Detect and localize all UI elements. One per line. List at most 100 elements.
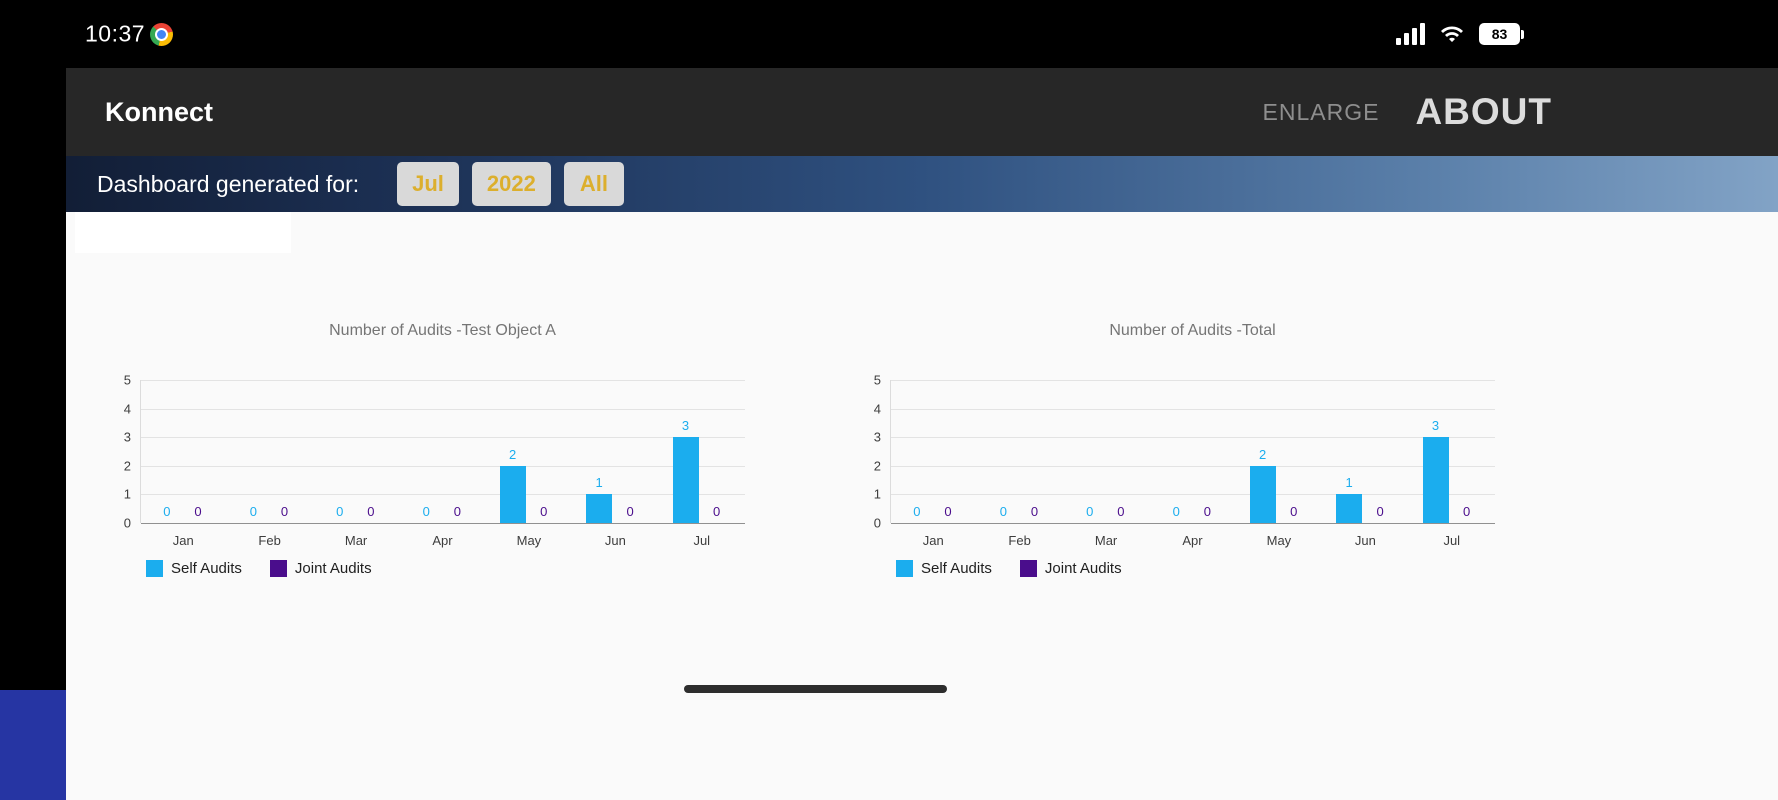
joint-audits-value-label: 0 (712, 504, 721, 519)
self-audits-value-label: 0 (1086, 504, 1094, 519)
x-axis-label: May (1266, 533, 1292, 548)
legend-item-self-audits[interactable]: Self Audits (896, 560, 992, 577)
enlarge-button[interactable]: ENLARGE (1262, 98, 1380, 125)
y-axis-tick: 5 (123, 372, 131, 388)
y-axis-tick: 1 (123, 486, 131, 502)
x-axis-baseline (891, 523, 1495, 524)
gridline (141, 494, 745, 496)
status-bar: 10:37 83 (0, 0, 1778, 68)
gridline (891, 465, 1495, 467)
joint-audits-value-label: 0 (626, 504, 634, 519)
legend-swatch (146, 560, 163, 577)
self-audits-bar[interactable] (1422, 437, 1449, 523)
y-axis: 0 1 2 3 4 5 (860, 373, 890, 531)
gridline (141, 380, 745, 381)
plot-area: 0 0 0 0 0 0 0 0 2 0 1 0 3 0 (140, 380, 745, 524)
x-axis-label: Apr (1182, 533, 1203, 548)
chart-body: 0 1 2 3 4 5 0 0 0 0 0 0 0 0 2 0 1 0 3 0 (860, 373, 1540, 531)
y-axis-tick: 4 (123, 401, 131, 417)
joint-audits-value-label: 0 (944, 504, 952, 519)
scope-filter-button[interactable]: All (563, 162, 624, 206)
self-audits-value-label: 3 (1431, 418, 1440, 434)
filter-bar-label: Dashboard generated for: (97, 170, 360, 197)
year-filter-button[interactable]: 2022 (471, 162, 551, 206)
joint-audits-value-label: 0 (1290, 504, 1298, 519)
chart-audits-total: Number of Audits -Total 0 1 2 3 4 5 0 0 0 0 0 0 0 0 2… (860, 320, 1540, 577)
wifi-icon (1438, 22, 1466, 46)
joint-audits-value-label: 0 (540, 504, 548, 519)
clock-label: 10:37 (85, 20, 146, 47)
joint-audits-value-label: 0 (194, 504, 202, 519)
legend-label: Self Audits (171, 560, 242, 577)
self-audits-value-label: 0 (422, 504, 430, 519)
gridline (141, 408, 745, 410)
x-axis-label: Jan (922, 533, 944, 548)
home-indicator[interactable] (684, 685, 947, 693)
y-axis-tick: 0 (873, 515, 881, 531)
plot-area: 0 0 0 0 0 0 0 0 2 0 1 0 3 0 (890, 380, 1495, 524)
x-axis: Jan Feb Mar Apr May Jun Jul (890, 528, 1495, 550)
battery-percent-label: 83 (1491, 26, 1508, 42)
y-axis-tick: 0 (123, 515, 131, 531)
y-axis-tick: 1 (873, 486, 881, 502)
joint-audits-value-label: 0 (1376, 504, 1384, 519)
self-audits-bar[interactable] (499, 465, 526, 523)
self-audits-value-label: 0 (336, 504, 344, 519)
self-audits-value-label: 0 (999, 504, 1007, 519)
self-audits-value-label: 3 (681, 418, 690, 434)
chart-body: 0 1 2 3 4 5 0 0 0 0 0 0 0 0 2 0 1 0 3 0 (110, 373, 790, 531)
self-audits-bar[interactable] (1336, 494, 1363, 523)
self-audits-bar[interactable] (586, 494, 613, 523)
legend-item-self-audits[interactable]: Self Audits (146, 560, 242, 577)
self-audits-value-label: 1 (595, 475, 603, 491)
month-filter-button[interactable]: Jul (397, 162, 459, 206)
y-axis-tick: 4 (873, 401, 881, 417)
battery-indicator: 83 (1479, 23, 1524, 45)
chrome-icon (150, 23, 173, 46)
x-axis-baseline (141, 523, 745, 524)
y-axis-tick: 3 (123, 429, 131, 445)
app-bar-actions: ENLARGE ABOUT (1263, 68, 1552, 156)
self-audits-value-label: 1 (1345, 475, 1353, 491)
legend-label: Self Audits (921, 560, 992, 577)
self-audits-bar[interactable] (672, 437, 699, 523)
self-audits-bar[interactable] (1249, 465, 1276, 523)
y-axis-tick: 5 (873, 372, 881, 388)
legend-swatch (1019, 560, 1037, 577)
legend-swatch (896, 560, 913, 577)
joint-audits-value-label: 0 (367, 504, 375, 519)
self-audits-value-label: 0 (249, 504, 257, 519)
dashboard-content: Number of Audits -Test Object A 0 1 2 3 4 5 0… (66, 212, 1778, 800)
app-window: Konnect ENLARGE ABOUT Dashboard generate… (66, 68, 1778, 800)
y-axis: 0 1 2 3 4 5 (110, 373, 140, 531)
joint-audits-value-label: 0 (1203, 504, 1211, 519)
y-axis-tick: 3 (873, 429, 881, 445)
legend-item-joint-audits[interactable]: Joint Audits (269, 560, 372, 577)
white-overlay-box (75, 212, 291, 253)
self-audits-value-label: 0 (913, 504, 921, 519)
self-audits-value-label: 0 (163, 504, 171, 519)
app-title: Konnect (105, 96, 213, 127)
gridline (141, 465, 745, 467)
x-axis-label: Jun (1354, 533, 1376, 548)
joint-audits-value-label: 0 (1117, 504, 1125, 519)
chart-title: Number of Audits -Total (1109, 322, 1276, 339)
x-axis-label: Jul (693, 533, 711, 548)
gridline (891, 408, 1495, 410)
y-axis-tick: 2 (873, 458, 881, 474)
x-axis-label: Jan (172, 533, 194, 548)
about-button[interactable]: ABOUT (1415, 91, 1552, 132)
status-icons: 83 (1396, 0, 1524, 68)
x-axis-label: Apr (432, 533, 453, 548)
chart-audits-test-object-a: Number of Audits -Test Object A 0 1 2 3 4 5 0… (110, 320, 790, 577)
filter-buttons: Jul 2022 All (397, 162, 624, 206)
x-axis-label: Mar (344, 533, 368, 548)
legend-item-joint-audits[interactable]: Joint Audits (1019, 560, 1122, 577)
self-audits-value-label: 2 (509, 446, 517, 462)
gridline (891, 437, 1495, 439)
legend-swatch (269, 560, 287, 577)
x-axis: Jan Feb Mar Apr May Jun Jul (140, 528, 745, 550)
chart-legend: Self Audits Joint Audits (146, 560, 790, 577)
signal-strength-icon (1396, 23, 1425, 45)
